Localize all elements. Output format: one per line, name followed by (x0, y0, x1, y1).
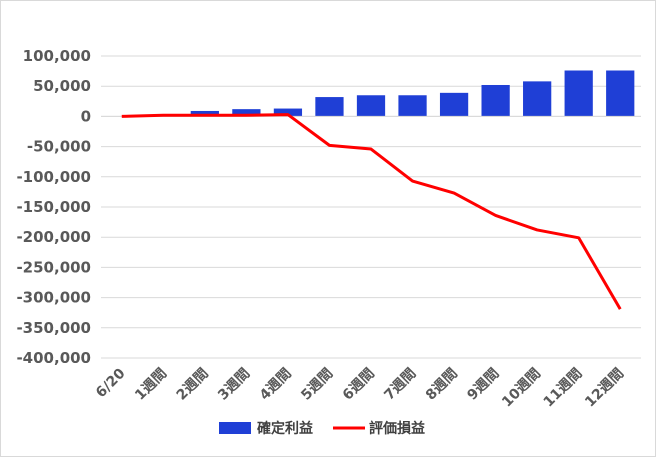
legend-label-bar: 確定利益 (257, 420, 313, 437)
bar-5週間 (315, 97, 343, 116)
y-tick-label: -350,000 (16, 319, 91, 337)
line-unrealized-pnl (122, 115, 620, 309)
y-tick-label: -400,000 (16, 349, 91, 367)
x-category-label: 5週間 (298, 366, 336, 404)
bar-7週間 (398, 95, 426, 116)
x-category-label: 6/20 (93, 365, 129, 401)
line-series-unrealized-pnl (122, 114, 621, 309)
legend-swatch-bar (219, 422, 251, 434)
x-category-label: 3週間 (215, 366, 253, 404)
y-tick-label: 0 (81, 107, 91, 125)
x-category-label: 7週間 (381, 366, 419, 404)
legend-label-line: 評価損益 (369, 420, 425, 437)
y-tick-label: -200,000 (16, 228, 91, 246)
bar-11週間 (565, 70, 593, 116)
x-category-label: 9週間 (464, 366, 502, 404)
bar-series-confirmed-profit (191, 70, 635, 116)
y-tick-label: -50,000 (27, 138, 91, 156)
x-category-label: 4週間 (257, 366, 295, 404)
bar-8週間 (440, 93, 468, 117)
x-category-label: 11週間 (541, 366, 586, 411)
y-tick-label: -150,000 (16, 198, 91, 216)
y-tick-label: -250,000 (16, 258, 91, 276)
bar-9週間 (481, 85, 509, 116)
x-category-label: 10週間 (499, 366, 544, 411)
bar-12週間 (606, 70, 634, 116)
y-tick-label: -100,000 (16, 168, 91, 186)
x-category-label: 1週間 (132, 366, 170, 404)
bar-10週間 (523, 81, 551, 116)
y-tick-label: 50,000 (33, 77, 91, 95)
y-tick-label: -300,000 (16, 289, 91, 307)
bar-6週間 (357, 95, 385, 116)
x-category-label: 2週間 (174, 366, 212, 404)
x-category-label: 8週間 (423, 366, 461, 404)
legend: 確定利益 評価損益 (219, 420, 425, 437)
x-category-label: 12週間 (582, 366, 627, 411)
y-axis-tick-labels: 100,000 50,000 0 -50,000 -100,000 -150,000 -20… (16, 47, 91, 367)
x-category-label: 6週間 (340, 366, 378, 404)
y-tick-label: 100,000 (23, 47, 91, 65)
